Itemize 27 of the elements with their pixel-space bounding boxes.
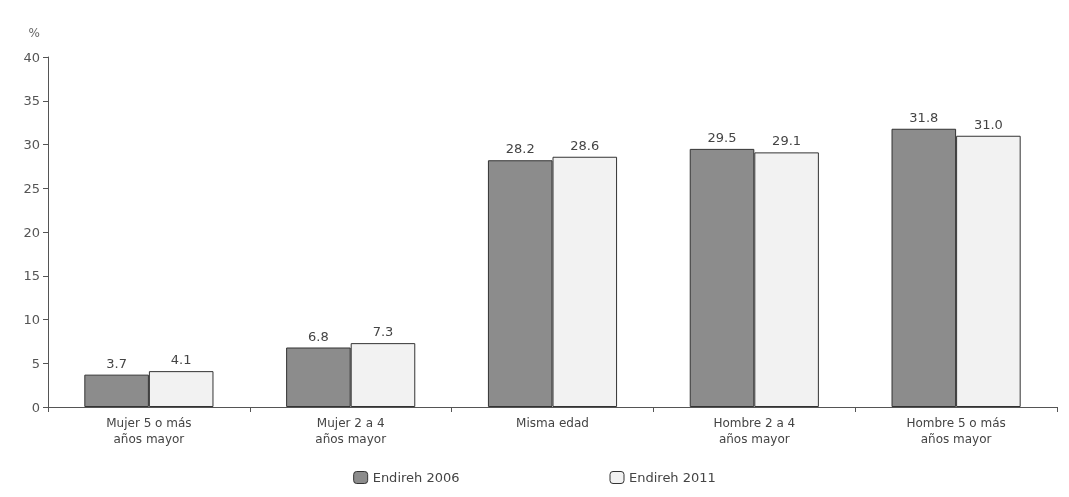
y-tick-label: 30 [23,137,40,152]
data-label: 7.3 [372,324,394,340]
data-label: 28.2 [505,141,535,157]
y-tick-label: 0 [31,399,40,415]
x-tick-label: Mujer 2 a 4 años mayor [315,416,387,446]
data-label: 31.8 [909,109,939,125]
data-label: 28.6 [570,137,600,153]
legend-label: Endireh 2011 [629,470,716,485]
data-label: 31.0 [973,116,1003,132]
y-tick-label: 5 [31,355,40,371]
y-tick-label: 15 [23,268,40,284]
data-label: 3.7 [106,355,127,371]
x-tick-label: Mujer 5 o más años mayor [106,416,192,446]
y-tick-label: 10 [23,312,40,327]
data-label: 4.1 [170,352,192,368]
data-label: 29.5 [707,129,737,145]
x-tick-label: Hombre 5 o más años mayor [906,416,1006,446]
data-label: 6.8 [308,328,329,344]
legend-label: Endireh 2006 [372,470,460,485]
y-tick-label: 25 [23,180,40,196]
y-tick-label: 20 [23,224,40,240]
x-tick-label: Hombre 2 a 4 años mayor [713,416,796,446]
y-tick-label: 35 [23,93,40,109]
y-tick-label: 40 [23,49,40,65]
x-tick-label: Misma edad [516,416,589,430]
y-axis-title: % [28,26,40,40]
data-label: 29.1 [772,133,802,149]
